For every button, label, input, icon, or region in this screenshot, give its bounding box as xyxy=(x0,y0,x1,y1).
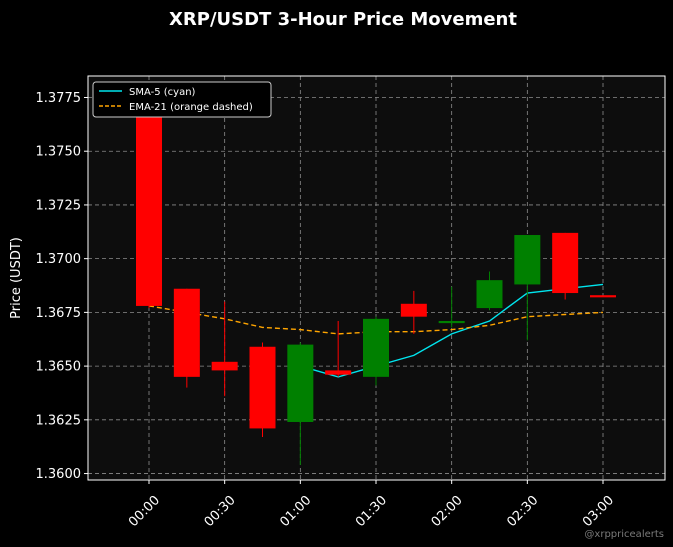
plot-area xyxy=(88,76,665,480)
candle-body xyxy=(173,288,200,377)
candle xyxy=(136,86,162,309)
candle-body xyxy=(514,235,541,285)
candle-body xyxy=(590,295,616,298)
y-tick-label: 1.3775 xyxy=(36,91,82,106)
candle xyxy=(514,235,541,341)
y-tick-label: 1.3750 xyxy=(36,145,82,160)
candle xyxy=(400,290,427,334)
candle-body xyxy=(552,232,579,294)
y-tick-label: 1.3700 xyxy=(36,252,82,267)
candle xyxy=(476,271,503,311)
candle-body xyxy=(400,303,427,317)
chart-title: XRP/USDT 3-Hour Price Movement xyxy=(169,9,517,30)
y-axis-ticks: 1.3600 1.3625 1.3650 1.3675 1.3700 1.3725 1.37… xyxy=(36,91,88,482)
candle-body xyxy=(476,280,503,309)
candle xyxy=(438,286,465,328)
y-tick-label: 1.3600 xyxy=(36,467,82,482)
candle xyxy=(590,295,616,298)
candle-body xyxy=(363,318,389,377)
watermark: @xrppricealerts xyxy=(584,529,664,540)
legend-label-ema: EMA-21 (orange dashed) xyxy=(129,102,253,113)
legend-box xyxy=(92,81,272,118)
candle xyxy=(173,288,200,388)
legend-label-sma: SMA-5 (cyan) xyxy=(129,87,196,98)
candle xyxy=(325,320,352,377)
candle xyxy=(287,342,314,465)
candle-body xyxy=(287,344,314,422)
candle-body xyxy=(136,91,162,306)
legend[interactable]: SMA-5 (cyan) EMA-21 (orange dashed) xyxy=(92,81,272,118)
y-tick-label: 1.3650 xyxy=(36,360,82,375)
y-tick-label: 1.3725 xyxy=(36,198,82,213)
candle-body xyxy=(325,370,352,375)
candle-body xyxy=(249,346,276,429)
y-tick-label: 1.3675 xyxy=(36,306,82,321)
candle-body xyxy=(438,320,465,324)
y-tick-label: 1.3625 xyxy=(36,413,82,428)
candle xyxy=(249,342,276,438)
candle-body xyxy=(211,361,238,371)
y-axis-label: Price (USDT) xyxy=(9,237,24,319)
candle xyxy=(211,301,238,397)
candle xyxy=(363,316,389,386)
candles xyxy=(136,86,616,465)
candle xyxy=(552,232,579,300)
